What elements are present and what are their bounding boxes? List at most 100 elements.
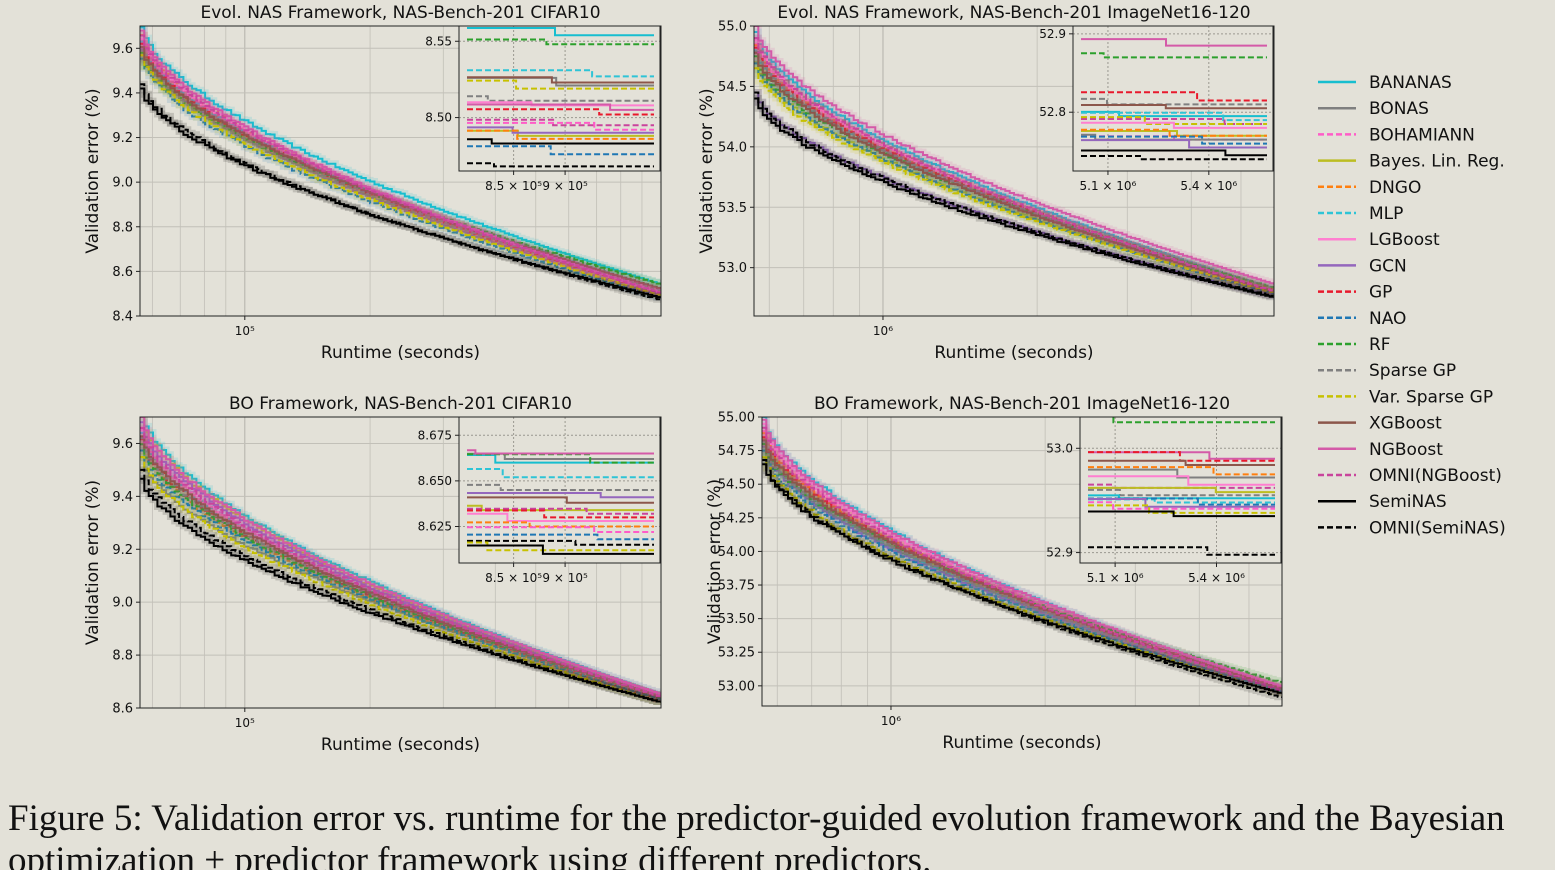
- inset-x-tick-label: 5.1 × 10⁶: [1080, 179, 1137, 193]
- chart-panel-4: 53.00 53.25 53.50 53.75 54.00 54.25 54.50 54.75…: [705, 394, 1283, 753]
- legend-item-rf: RF: [1318, 335, 1391, 355]
- series-line-seminas: [140, 87, 661, 299]
- inset-line-omni-seminas-: [1081, 155, 1267, 161]
- y-tick-label: 8.6: [112, 702, 133, 717]
- inset-line-omni-seminas-: [1088, 546, 1275, 556]
- inset-line-dngo: [467, 521, 654, 528]
- inset-line-bohamiann: [467, 121, 654, 131]
- inset-line-xgboost: [1081, 104, 1267, 110]
- series-line-ngboost: [762, 418, 1282, 688]
- inset-line-seminas: [1088, 510, 1275, 518]
- axes-frame: [139, 25, 662, 317]
- chart-title: BO Framework, NAS-Bench-201 ImageNet16-1…: [814, 394, 1230, 414]
- inset-line-sparse-gp: [467, 483, 654, 491]
- series-line-omni-ngboost-: [754, 37, 1274, 292]
- y-tick-label: 53.00: [718, 679, 755, 694]
- inset-x-tick-label: 9 × 10⁵: [542, 179, 588, 193]
- inset-line-mlp: [467, 69, 654, 78]
- legend-item-sparse-gp: Sparse GP: [1318, 361, 1456, 381]
- inset-y-tick-label: 8.50: [425, 111, 452, 125]
- x-tick-label: 10⁵: [235, 324, 255, 338]
- legend-item-xgboost: XGBoost: [1318, 414, 1442, 434]
- inset-line-lgboost: [1081, 121, 1267, 129]
- series-line-omni-ngboost-: [762, 426, 1282, 692]
- inset-line-mlp: [467, 468, 654, 479]
- y-tick-label: 8.6: [112, 265, 133, 280]
- y-tick-label: 54.50: [718, 478, 755, 493]
- inset-line-gp: [467, 509, 654, 519]
- inset-x-tick-label: 5.4 × 10⁶: [1188, 571, 1245, 585]
- y-tick-label: 9.4: [112, 86, 133, 101]
- inset-line-bayes-lin-reg-: [1088, 486, 1275, 494]
- legend-label: DNGO: [1369, 178, 1421, 198]
- y-tick-label: 54.5: [718, 80, 747, 95]
- legend-item-bohamiann: BOHAMIANN: [1318, 125, 1475, 145]
- legend: BANANAS BONAS BOHAMIANN Bayes. Lin. Reg. DNG…: [1318, 73, 1506, 538]
- y-tick-label: 53.75: [718, 579, 755, 594]
- inset-y-tick-label: 53.0: [1046, 441, 1073, 455]
- inset-zoom: 8.625 8.650 8.675 8.5 × 10⁵ 9 × 10⁵: [418, 416, 661, 585]
- inset-y-tick-label: 52.9: [1039, 27, 1066, 41]
- chart-panel-1: 8.4 8.6 8.8 9.0 9.2 9.4 9.6 10⁵ Evol. NAS Framew…: [83, 3, 662, 363]
- inset-x-tick-label: 5.1 × 10⁶: [1087, 571, 1144, 585]
- series-line-ngboost: [140, 417, 661, 695]
- series-line-omni-seminas-: [140, 468, 661, 703]
- legend-item-gcn: GCN: [1318, 256, 1407, 276]
- series-line-omni-seminas-: [754, 91, 1274, 297]
- series-line-omni-ngboost-: [140, 427, 661, 698]
- inset-line-dngo: [467, 129, 654, 140]
- series-group: [762, 417, 1282, 701]
- caption-line-1: Figure 5: Validation error vs. runtime f…: [8, 798, 1505, 839]
- series-line-omni-ngboost-: [140, 34, 661, 294]
- legend-label: BONAS: [1369, 99, 1429, 119]
- inset-line-seminas: [1081, 149, 1267, 157]
- inset-line-xgboost: [467, 496, 654, 504]
- axes-frame: [761, 416, 1283, 707]
- inset-x-tick-label: 9 × 10⁵: [542, 571, 588, 585]
- caption-line-2: optimization + predictor framework using…: [8, 840, 932, 870]
- inset-line-ngboost: [467, 449, 654, 455]
- y-tick-label: 55.00: [718, 411, 755, 426]
- inset-y-tick-label: 8.625: [418, 520, 452, 534]
- series-line-var-sparse-gp: [140, 456, 661, 703]
- inset-zoom: 8.50 8.55 8.5 × 10⁵ 9 × 10⁵: [425, 25, 661, 193]
- y-tick-label: 9.4: [112, 490, 133, 505]
- y-tick-label: 54.75: [718, 444, 755, 459]
- legend-label: NAO: [1369, 309, 1406, 329]
- legend-label: GP: [1369, 283, 1392, 303]
- series-group: [754, 26, 1274, 301]
- inset-line-nao: [467, 533, 654, 541]
- legend-label: Var. Sparse GP: [1369, 387, 1493, 407]
- series-line-omni-seminas-: [140, 83, 661, 301]
- series-line-ngboost: [754, 26, 1274, 285]
- x-axis-label: Runtime (seconds): [942, 733, 1101, 753]
- inset-line-var-sparse-gp: [467, 541, 654, 552]
- legend-item-nao: NAO: [1318, 309, 1406, 329]
- inset-line-var-sparse-gp: [467, 79, 654, 90]
- axes-frame: [753, 25, 1275, 317]
- x-tick-label: 10⁵: [235, 716, 255, 730]
- inset-line-seminas: [467, 138, 654, 145]
- inset-line-ngboost: [467, 103, 654, 111]
- legend-label: MLP: [1369, 204, 1403, 224]
- inset-line-rf: [1112, 417, 1275, 424]
- y-tick-label: 8.8: [112, 649, 133, 664]
- series-line-var-sparse-gp: [140, 54, 661, 296]
- legend-label: NGBoost: [1369, 440, 1443, 460]
- chart-panel-2: 53.0 53.5 54.0 54.5 55.0 10⁶ Evol. NAS Framewo…: [697, 3, 1275, 363]
- inset-line-var-sparse-gp: [1088, 504, 1275, 514]
- legend-item-bananas: BANANAS: [1318, 73, 1452, 93]
- inset-line-nao: [467, 145, 654, 156]
- y-tick-label: 53.25: [718, 646, 755, 661]
- inset-line-gp: [1081, 91, 1267, 102]
- legend-label: BANANAS: [1369, 73, 1452, 93]
- inset-y-tick-label: 52.8: [1039, 105, 1066, 119]
- series-group: [140, 417, 661, 705]
- legend-label: BOHAMIANN: [1369, 125, 1475, 145]
- inset-line-dngo: [1081, 128, 1267, 137]
- inset-zoom: 52.9 53.0 5.1 × 10⁶ 5.4 × 10⁶: [1046, 416, 1282, 585]
- inset-line-gp: [467, 108, 654, 116]
- inset-line-xgboost: [1088, 459, 1275, 466]
- inset-line-seminas: [467, 544, 654, 555]
- inset-line-sparse-gp: [467, 95, 654, 102]
